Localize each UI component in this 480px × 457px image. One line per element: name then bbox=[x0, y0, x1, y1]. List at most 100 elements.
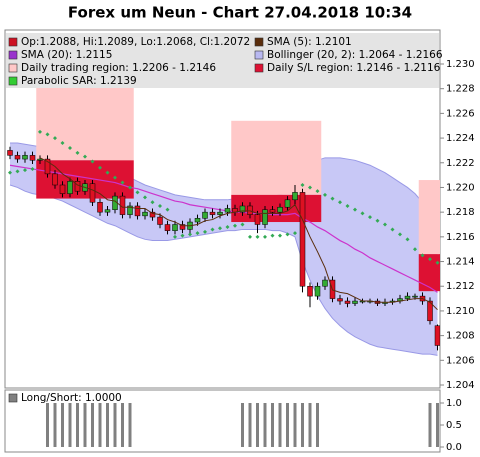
candle-body bbox=[89, 183, 96, 203]
sar-dot bbox=[60, 141, 65, 146]
long-short-bar bbox=[308, 403, 312, 447]
candle-body bbox=[412, 295, 418, 298]
sar-dot bbox=[30, 166, 35, 171]
candle-body bbox=[179, 224, 186, 230]
long-short-bar bbox=[106, 403, 109, 447]
y-tick-label: 1.0 bbox=[446, 398, 462, 409]
legend-label: Daily S/L region: 1.2146 - 1.2116 bbox=[267, 62, 441, 74]
sar-dot bbox=[90, 159, 95, 164]
y-tick-label: 1.224 bbox=[446, 133, 475, 144]
candle-body bbox=[52, 173, 58, 186]
legend-swatch bbox=[254, 50, 264, 60]
candle-body bbox=[194, 218, 201, 223]
legend-label: Bollinger (20, 2): 1.2064 - 1.2166 bbox=[267, 49, 443, 61]
sar-dot bbox=[285, 232, 290, 237]
candle-body bbox=[292, 192, 298, 201]
legend-swatch bbox=[8, 63, 18, 73]
candle-body bbox=[299, 192, 306, 287]
long-short-bar bbox=[263, 403, 267, 447]
long-short-bar bbox=[113, 403, 117, 447]
candle-body bbox=[344, 300, 351, 304]
long-short-bar bbox=[271, 403, 274, 447]
candle-body bbox=[247, 205, 253, 215]
sar-dot bbox=[203, 229, 207, 234]
candle-body bbox=[7, 150, 13, 156]
long-short-bar bbox=[316, 403, 319, 447]
sar-dot bbox=[293, 231, 297, 236]
candle-body bbox=[404, 295, 411, 299]
candle-body bbox=[157, 216, 163, 225]
legend-swatch bbox=[254, 63, 264, 73]
candle-body bbox=[142, 211, 148, 217]
sar-dot bbox=[270, 233, 275, 238]
sar-dot bbox=[113, 175, 117, 180]
sar-dot bbox=[180, 233, 185, 238]
y-tick-label: 1.214 bbox=[446, 257, 475, 268]
long-short-bar bbox=[241, 403, 244, 447]
long-short-bar bbox=[286, 403, 289, 447]
sar-dot bbox=[158, 203, 162, 208]
candle-body bbox=[22, 155, 28, 160]
long-short-bar bbox=[256, 403, 259, 447]
sar-dot bbox=[98, 165, 102, 170]
sar-dot bbox=[120, 180, 125, 185]
long-short-bar bbox=[68, 403, 72, 447]
candle-body bbox=[149, 211, 156, 218]
sar-dot bbox=[405, 237, 410, 242]
sar-dot bbox=[360, 211, 365, 216]
candle-body bbox=[127, 205, 133, 215]
long-short-bar bbox=[248, 403, 252, 447]
y-tick-label: 0.5 bbox=[446, 420, 462, 431]
sar-dot bbox=[375, 218, 380, 223]
sar-dot bbox=[135, 190, 140, 195]
y-tick-label: 1.220 bbox=[446, 182, 475, 193]
long-short-bar bbox=[83, 403, 87, 447]
sar-dot bbox=[195, 231, 200, 236]
sar-dot bbox=[45, 132, 50, 137]
candle-body bbox=[37, 158, 43, 161]
y-tick-label: 1.210 bbox=[446, 306, 475, 317]
sar-dot bbox=[248, 234, 252, 239]
long-short-bar bbox=[53, 403, 57, 447]
y-tick-label: 1.204 bbox=[446, 380, 475, 391]
long-short-bar bbox=[436, 403, 439, 447]
candle-body bbox=[172, 224, 178, 231]
sl-region bbox=[231, 194, 322, 223]
candle-body bbox=[239, 205, 246, 213]
sar-dot bbox=[150, 200, 155, 205]
sar-dot bbox=[68, 145, 72, 150]
legend-label: SMA (5): 1.2101 bbox=[267, 36, 352, 48]
sar-dot bbox=[53, 136, 57, 141]
candle-body bbox=[284, 199, 291, 208]
sar-dot bbox=[353, 207, 357, 212]
candle-body bbox=[322, 279, 328, 287]
long-short-bar bbox=[121, 403, 124, 447]
legend-swatch bbox=[254, 37, 264, 47]
legend-swatch bbox=[8, 393, 18, 403]
sl-region bbox=[418, 254, 440, 292]
long-short-bar bbox=[278, 403, 282, 447]
plot-area bbox=[7, 76, 440, 356]
sar-dot bbox=[188, 232, 192, 237]
y-tick-label: 1.228 bbox=[446, 84, 475, 95]
candle-body bbox=[134, 205, 141, 217]
sar-dot bbox=[435, 260, 440, 265]
candle-body bbox=[434, 325, 440, 346]
y-tick-label: 1.226 bbox=[446, 108, 475, 119]
sar-dot bbox=[315, 189, 320, 194]
candle-body bbox=[337, 298, 343, 302]
sar-dot bbox=[263, 234, 267, 239]
sar-dot bbox=[218, 226, 222, 231]
sar-dot bbox=[240, 222, 245, 227]
candle-body bbox=[104, 209, 111, 213]
candle-body bbox=[14, 155, 21, 160]
y-tick-label: 1.216 bbox=[446, 232, 475, 243]
candle-body bbox=[427, 300, 433, 322]
long-short-bar bbox=[293, 403, 297, 447]
sar-dot bbox=[345, 203, 350, 208]
long-short-bar bbox=[128, 403, 132, 447]
candle-body bbox=[314, 285, 321, 297]
sar-dot bbox=[390, 227, 395, 232]
long-short-bar bbox=[46, 403, 49, 447]
